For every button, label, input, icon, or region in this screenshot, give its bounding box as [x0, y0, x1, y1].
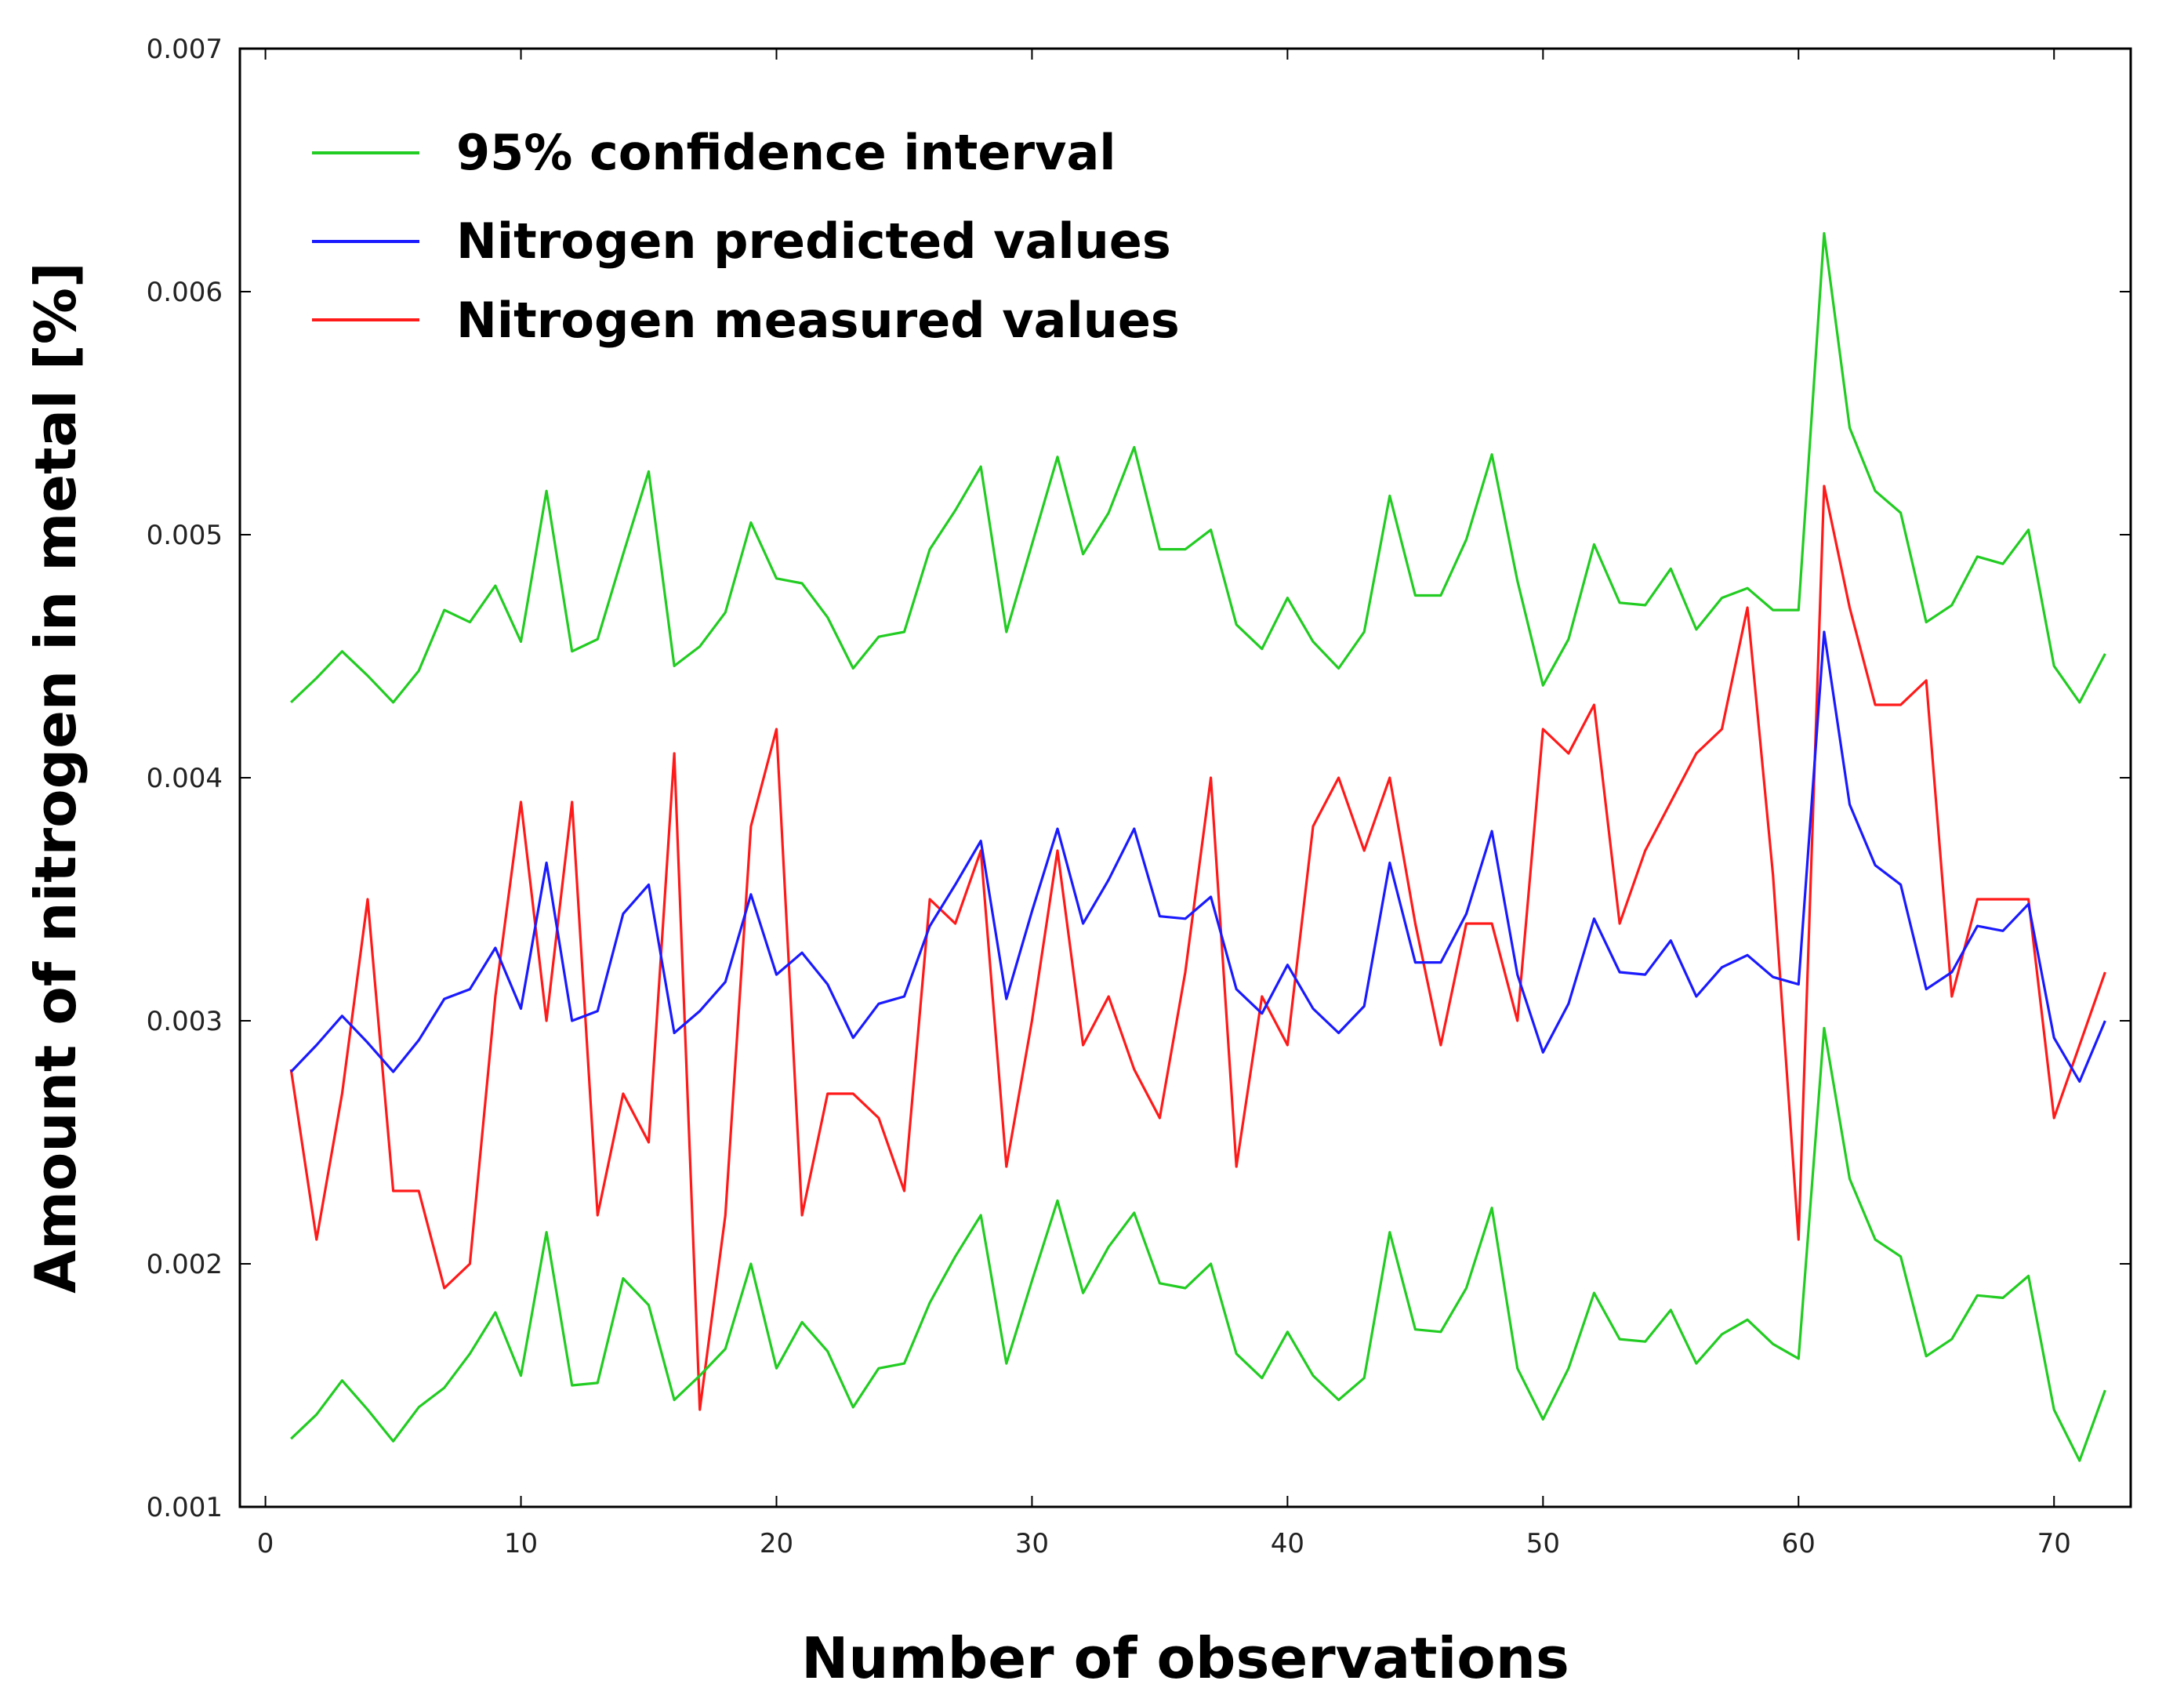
x-tick-label: 70 [2037, 1528, 2071, 1559]
y-tick-label: 0.007 [147, 34, 223, 65]
y-tick-label: 0.002 [147, 1249, 223, 1280]
y-tick-label: 0.004 [147, 763, 223, 794]
series-line-predicted [290, 630, 2106, 1083]
y-tick-label: 0.005 [147, 520, 223, 551]
x-tick-label: 40 [1271, 1528, 1304, 1559]
legend-label-predicted: Nitrogen predicted values [456, 212, 1171, 270]
legend-label-ci: 95% confidence interval [456, 124, 1116, 181]
legend-label-measured: Nitrogen measured values [456, 292, 1180, 349]
y-tick-label: 0.001 [147, 1492, 223, 1523]
x-tick-label: 50 [1526, 1528, 1560, 1559]
series-layer [289, 232, 2106, 1462]
y-axis-ticks: 0.001 0.002 0.003 0.004 0.005 0.006 0.007 [147, 34, 2131, 1523]
x-tick-label: 60 [1782, 1528, 1816, 1559]
series-line-ci_lower [290, 1026, 2106, 1462]
y-tick-label: 0.003 [147, 1006, 223, 1037]
y-tick-label: 0.006 [147, 277, 223, 308]
series-line-ci_upper [290, 232, 2106, 704]
x-tick-label: 30 [1015, 1528, 1049, 1559]
legend: 95% confidence interval Nitrogen predict… [312, 124, 1180, 349]
y-axis-title: Amount of nitrogen in metal [%] [23, 262, 89, 1294]
x-axis-title: Number of observations [801, 1625, 1569, 1691]
series-line-measured [289, 485, 2106, 1411]
x-axis-ticks: 0 10 20 30 40 50 60 70 [257, 49, 2071, 1559]
x-tick-label: 10 [504, 1528, 538, 1559]
x-tick-label: 0 [257, 1528, 274, 1559]
x-tick-label: 20 [760, 1528, 793, 1559]
